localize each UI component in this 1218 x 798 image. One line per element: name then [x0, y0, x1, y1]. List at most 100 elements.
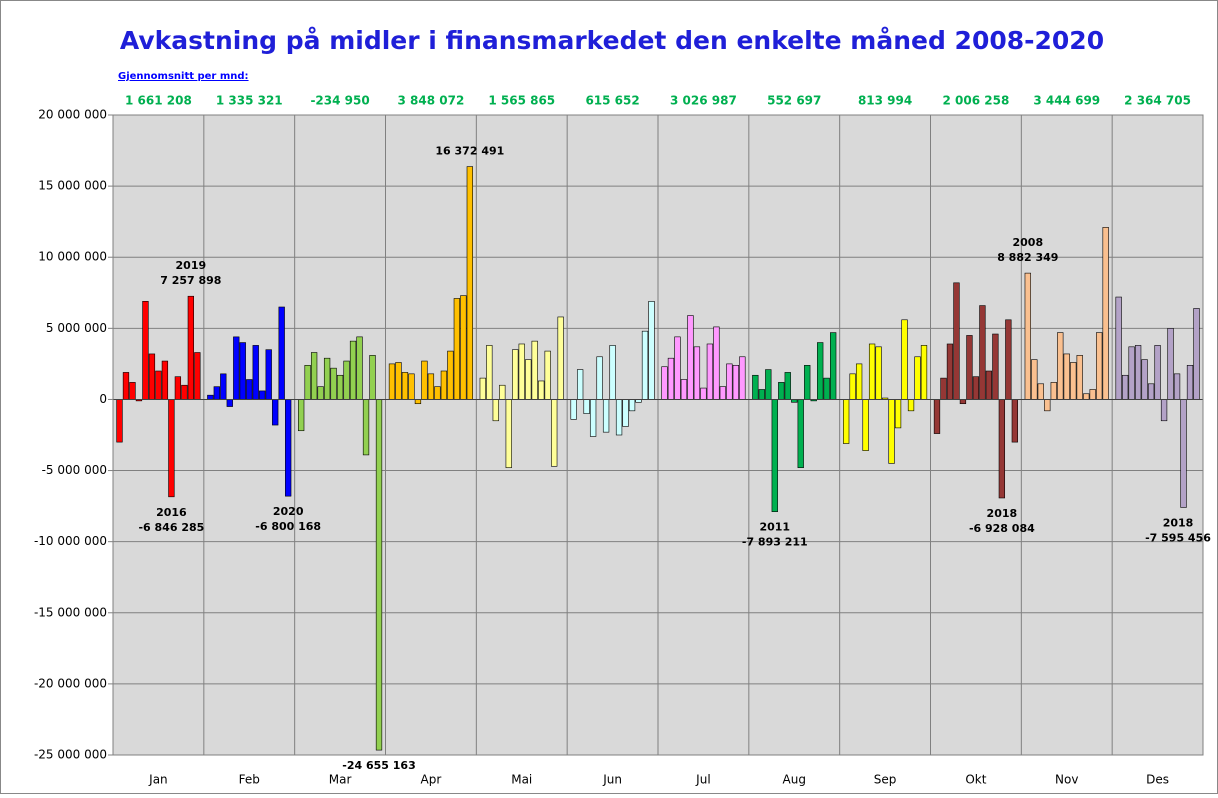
bar [648, 301, 655, 400]
bar [525, 359, 532, 400]
bar [194, 352, 201, 400]
bar [589, 399, 597, 437]
bar [661, 366, 668, 400]
bar [512, 349, 519, 400]
average-label: -234 950 [310, 94, 369, 108]
bar [544, 350, 551, 400]
bar [174, 376, 182, 400]
bar [992, 333, 999, 400]
bar [641, 330, 649, 400]
bar [304, 365, 311, 400]
bar [752, 374, 759, 400]
bar [349, 340, 357, 400]
y-tick-label: -20 000 000 [34, 676, 107, 690]
average-label: 813 994 [858, 94, 912, 108]
average-label: 1 661 208 [125, 94, 192, 108]
bar [693, 346, 701, 400]
bar [388, 363, 396, 400]
bar [142, 301, 149, 400]
bar [804, 365, 811, 400]
bar [369, 355, 376, 400]
bar [285, 399, 292, 497]
y-tick-label: 15 000 000 [38, 179, 107, 193]
bar [1070, 362, 1077, 400]
bar [414, 399, 422, 405]
bar [278, 306, 285, 400]
bar [1115, 296, 1122, 400]
bar [421, 360, 428, 400]
bar [849, 373, 856, 400]
y-tick-label: 5 000 000 [46, 321, 107, 335]
bar [557, 316, 564, 400]
bar [680, 379, 688, 400]
bar [551, 399, 558, 467]
bar [843, 399, 850, 444]
bar [914, 356, 921, 400]
y-tick-label: -25 000 000 [34, 748, 107, 762]
data-label: -6 928 084 [969, 522, 1035, 535]
bar [966, 335, 973, 400]
y-tick-label: 20 000 000 [38, 108, 107, 122]
average-label: 2 364 705 [1124, 94, 1191, 108]
y-tick-label: -5 000 000 [42, 463, 107, 477]
bar [356, 336, 363, 400]
bar [486, 345, 493, 400]
data-label-year: 2008 [1013, 236, 1044, 249]
bar [492, 399, 499, 422]
bar [168, 399, 175, 498]
bar [888, 399, 895, 464]
bar [933, 399, 941, 434]
bar [862, 399, 869, 451]
bar [726, 363, 733, 400]
average-label: 615 652 [585, 94, 639, 108]
data-label-year: 2011 [759, 521, 790, 534]
data-label: -7 595 456 [1145, 531, 1211, 544]
data-label-year: 2018 [987, 507, 1018, 520]
bar [1057, 332, 1064, 400]
bar [1005, 319, 1012, 400]
bar [401, 372, 409, 400]
bar [408, 373, 415, 400]
data-label: -7 893 211 [742, 536, 808, 549]
bar [1024, 272, 1031, 400]
bar [700, 387, 707, 400]
average-label: 552 697 [767, 94, 821, 108]
bar [570, 399, 577, 420]
data-label: -24 655 163 [342, 759, 415, 772]
average-label: 3 848 072 [398, 94, 465, 108]
bar [972, 376, 980, 400]
bar [1180, 399, 1187, 508]
bar [765, 369, 772, 400]
bar [479, 377, 486, 400]
average-heading: Gjennomsnitt per mnd: [118, 71, 249, 82]
bar [615, 399, 623, 436]
bar [298, 399, 305, 432]
bar [609, 345, 616, 400]
bar [979, 305, 986, 400]
plot-border [112, 114, 1204, 756]
bar [1102, 227, 1109, 400]
bar [674, 336, 681, 400]
bar [706, 343, 714, 400]
y-tick-label: -15 000 000 [34, 605, 107, 619]
bar [239, 342, 246, 400]
average-label: 2 006 258 [943, 94, 1010, 108]
data-label: 16 372 491 [435, 145, 504, 158]
bar [317, 386, 324, 400]
bar [395, 362, 402, 400]
bar [583, 399, 590, 414]
bar [823, 377, 830, 400]
bar [1128, 346, 1135, 400]
bar [576, 369, 584, 400]
bar [1141, 359, 1148, 400]
bar [265, 349, 272, 400]
bar [959, 399, 967, 405]
bar [817, 342, 824, 400]
y-tick-label: 0 [99, 392, 107, 406]
x-tick-label: Sep [874, 773, 897, 787]
bar [1154, 345, 1161, 400]
bar [797, 399, 804, 469]
x-tick-label: Des [1146, 773, 1169, 787]
bar [946, 343, 954, 400]
